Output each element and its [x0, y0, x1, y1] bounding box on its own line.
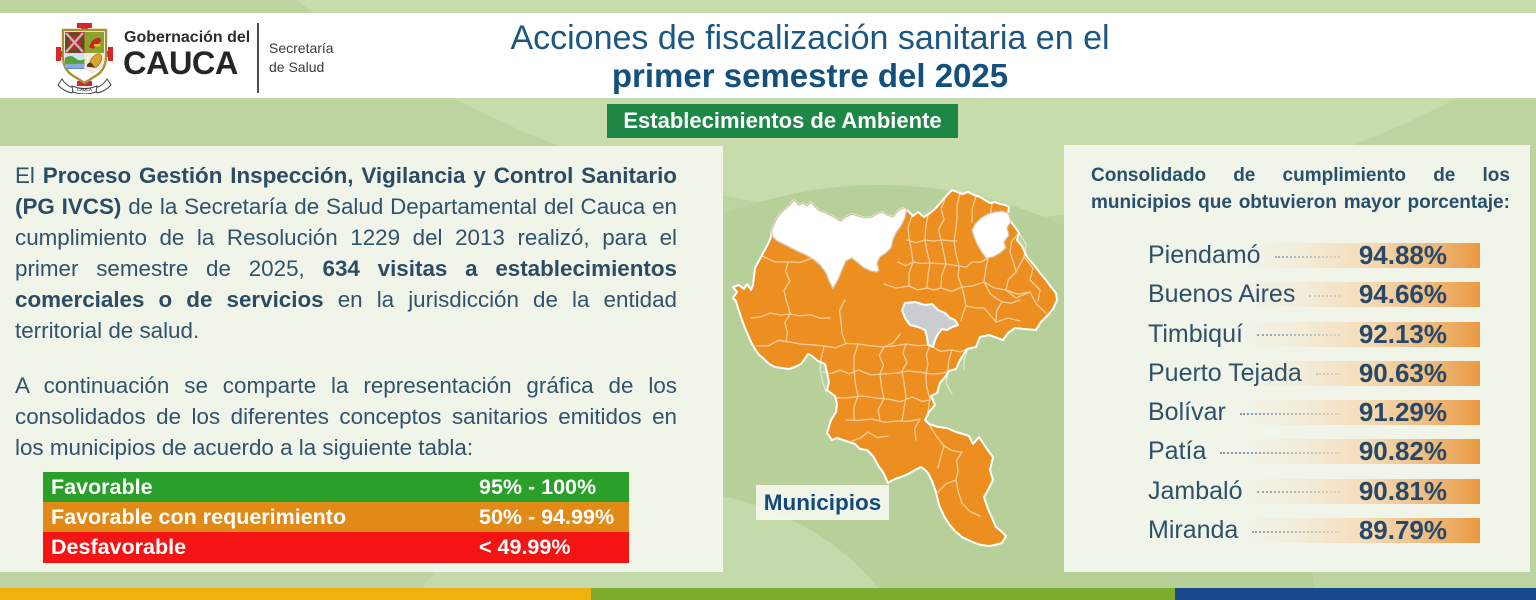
svg-text:CAUCA: CAUCA — [77, 87, 92, 92]
